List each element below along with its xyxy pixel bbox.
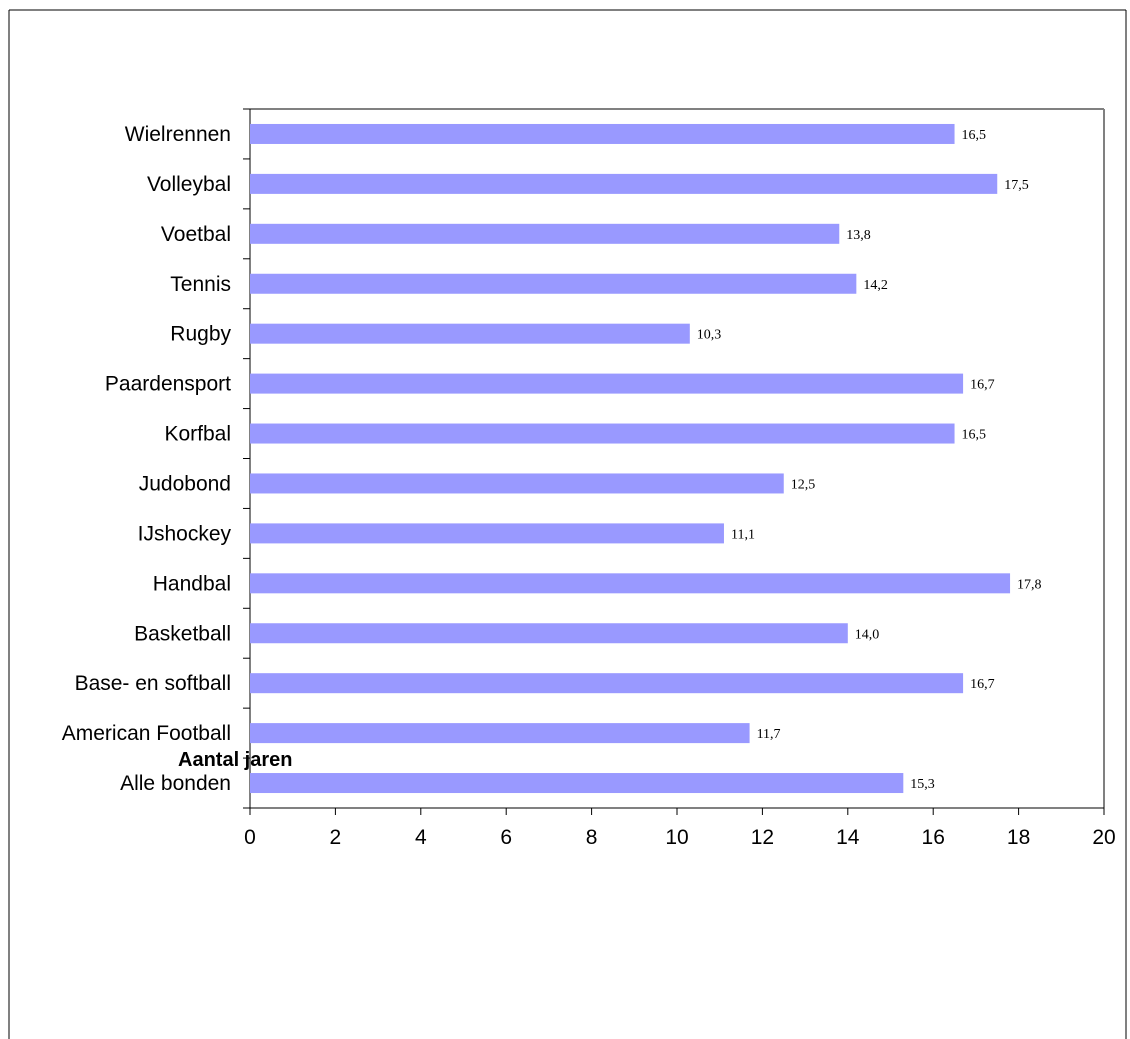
category-label: Wielrennen	[125, 123, 231, 146]
value-label: 17,5	[1004, 178, 1029, 193]
x-axis-title: Aantal jaren	[178, 749, 292, 771]
bar	[250, 123, 955, 144]
x-tick-label: 6	[500, 826, 512, 849]
value-label: 15,3	[910, 777, 935, 792]
category-labels: Wielrennen Volleybal Voetbal Tennis Rugby Paa…	[62, 123, 232, 795]
value-label: 14,0	[855, 627, 880, 642]
x-tick-label: 2	[330, 826, 342, 849]
bar	[250, 773, 904, 794]
value-label: 11,7	[757, 727, 781, 742]
value-label: 10,3	[697, 328, 722, 343]
value-label: 13,8	[846, 228, 871, 243]
category-label: Rugby	[170, 323, 231, 346]
bar	[250, 673, 964, 694]
x-tick-label: 14	[836, 826, 860, 849]
bars	[250, 123, 1011, 794]
bar	[250, 523, 724, 544]
category-label: Alle bonden	[120, 772, 231, 795]
category-label: Volleybal	[147, 173, 231, 196]
x-tick-label: 18	[1007, 826, 1030, 849]
value-label: 16,7	[970, 677, 995, 692]
category-label: Handbal	[153, 572, 231, 595]
bar	[250, 223, 840, 244]
category-label: Voetbal	[161, 223, 231, 246]
bar	[250, 323, 690, 344]
plot-area	[243, 108, 1105, 809]
value-label: 12,5	[791, 477, 816, 492]
x-tick-label: 12	[751, 826, 774, 849]
category-label: IJshockey	[138, 522, 232, 545]
bar	[250, 473, 784, 494]
bar	[250, 423, 955, 444]
bar	[250, 273, 857, 294]
value-labels: 16,5 17,5 13,8 14,2 10,3 16,7 16,5 12,5 11,1 17,8…	[697, 128, 1042, 792]
value-label: 17,8	[1017, 577, 1042, 592]
category-label: Korfbal	[164, 423, 231, 446]
x-tick-label: 20	[1092, 826, 1115, 849]
category-label: Tennis	[170, 273, 231, 296]
category-label: Basketball	[134, 622, 231, 645]
x-tick-label: 16	[922, 826, 945, 849]
category-label: Judobond	[139, 472, 231, 495]
bar	[250, 723, 750, 744]
category-label: Paardensport	[105, 373, 231, 396]
x-tick-label: 0	[244, 826, 256, 849]
value-label: 16,5	[962, 428, 987, 443]
x-tick-label: 8	[586, 826, 598, 849]
bar	[250, 173, 998, 194]
value-label: 16,7	[970, 378, 995, 393]
category-label: Base- en softball	[75, 672, 231, 695]
x-tick-label: 4	[415, 826, 427, 849]
value-label: 14,2	[863, 278, 888, 293]
category-label: American Football	[62, 722, 231, 745]
x-axis-ticks: 0 2 4 6 8 10 12 14 16 18 20	[244, 808, 1116, 849]
value-label: 11,1	[731, 527, 755, 542]
x-tick-label: 10	[665, 826, 688, 849]
value-label: 16,5	[962, 128, 987, 143]
bar	[250, 573, 1011, 594]
bar	[250, 623, 848, 644]
chart-frame	[8, 9, 1127, 1039]
bar	[250, 373, 964, 394]
